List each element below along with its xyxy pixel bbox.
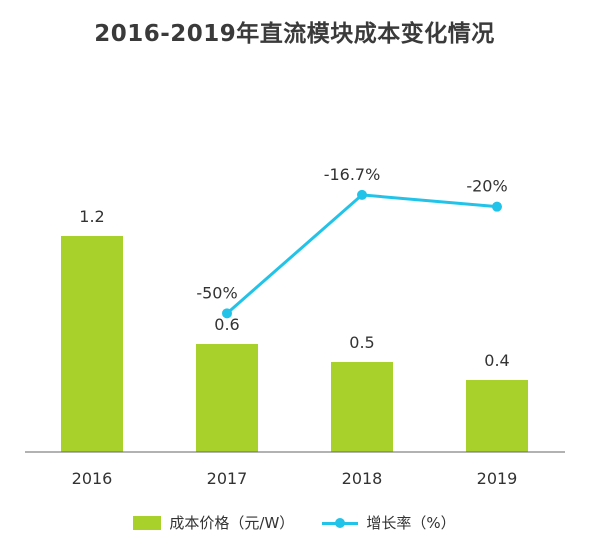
chart-title: 2016-2019年直流模块成本变化情况	[94, 21, 495, 47]
legend-label-cost: 成本价格（元/W）	[169, 514, 295, 532]
x-tick-label: 2019	[477, 469, 518, 488]
growth-rate-label: -16.7%	[324, 165, 381, 184]
x-tick-label: 2018	[342, 469, 383, 488]
growth-rate-point	[222, 308, 232, 319]
growth-rate-line	[226, 193, 498, 315]
legend-bar-swatch	[133, 515, 162, 530]
bar-value-label: 0.5	[349, 333, 374, 352]
legend: 成本价格（元/W） 增长率（%）	[0, 512, 589, 533]
growth-rate-point	[492, 201, 502, 212]
growth-rate-label: -20%	[466, 177, 507, 196]
bar-2018	[331, 362, 393, 452]
growth-rate-point	[357, 189, 367, 200]
x-tick-label: 2017	[207, 469, 248, 488]
x-tick-label: 2016	[72, 469, 113, 488]
growth-rate-label: -50%	[196, 283, 237, 302]
legend-item-growth: 增长率（%）	[322, 512, 456, 533]
bar-value-label: 1.2	[79, 207, 104, 226]
bar-value-label: 0.6	[214, 315, 239, 334]
bar-value-label: 0.4	[484, 351, 509, 370]
bar-2017	[196, 344, 258, 452]
legend-item-cost: 成本价格（元/W）	[133, 512, 294, 533]
bar-2016	[61, 236, 123, 452]
bar-2019	[466, 380, 528, 452]
legend-line-swatch	[322, 516, 359, 530]
legend-label-growth: 增长率（%）	[366, 514, 456, 532]
